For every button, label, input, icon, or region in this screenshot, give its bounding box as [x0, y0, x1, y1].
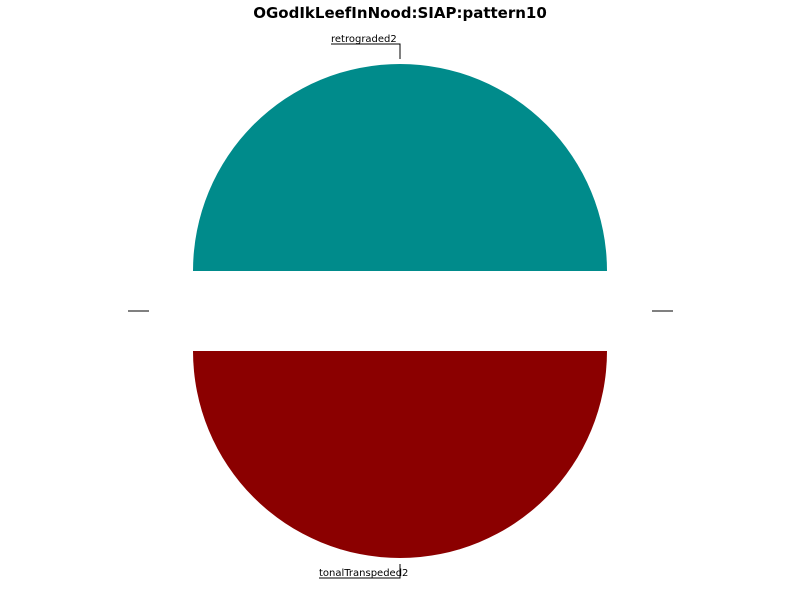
label-tonalTranspeded2: tonalTranspeded2	[319, 568, 408, 579]
label-retrograded2: retrograded2	[331, 34, 397, 45]
slice-retrograded2	[193, 64, 607, 271]
pie-slices	[193, 64, 607, 558]
leader-retrograded2	[331, 43, 401, 59]
chart-title: OGodIkLeefInNood:SIAP:pattern10	[253, 4, 547, 22]
leader-tonalTranspeded2	[319, 564, 401, 579]
leader-lines	[128, 43, 673, 579]
slice-tonalTranspeded2	[193, 351, 607, 558]
slice-labels: retrograded2 tonalTranspeded2	[319, 34, 408, 579]
